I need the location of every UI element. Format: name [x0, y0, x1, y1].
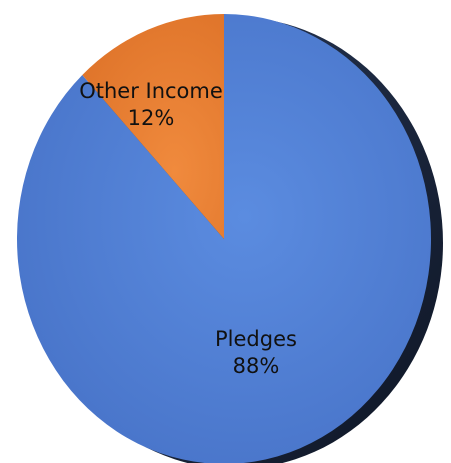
pledges-value-label: 88% [233, 354, 280, 378]
other-income-label: Other Income [79, 79, 223, 103]
pledges-label: Pledges [215, 327, 297, 351]
pie-slice-pledges [17, 14, 431, 463]
other-income-value-label: 12% [128, 106, 175, 130]
pie-slice-other-income [82, 14, 224, 239]
pie-labels: Other Income 12% Pledges 88% [79, 79, 297, 378]
pie-slices [17, 14, 431, 463]
